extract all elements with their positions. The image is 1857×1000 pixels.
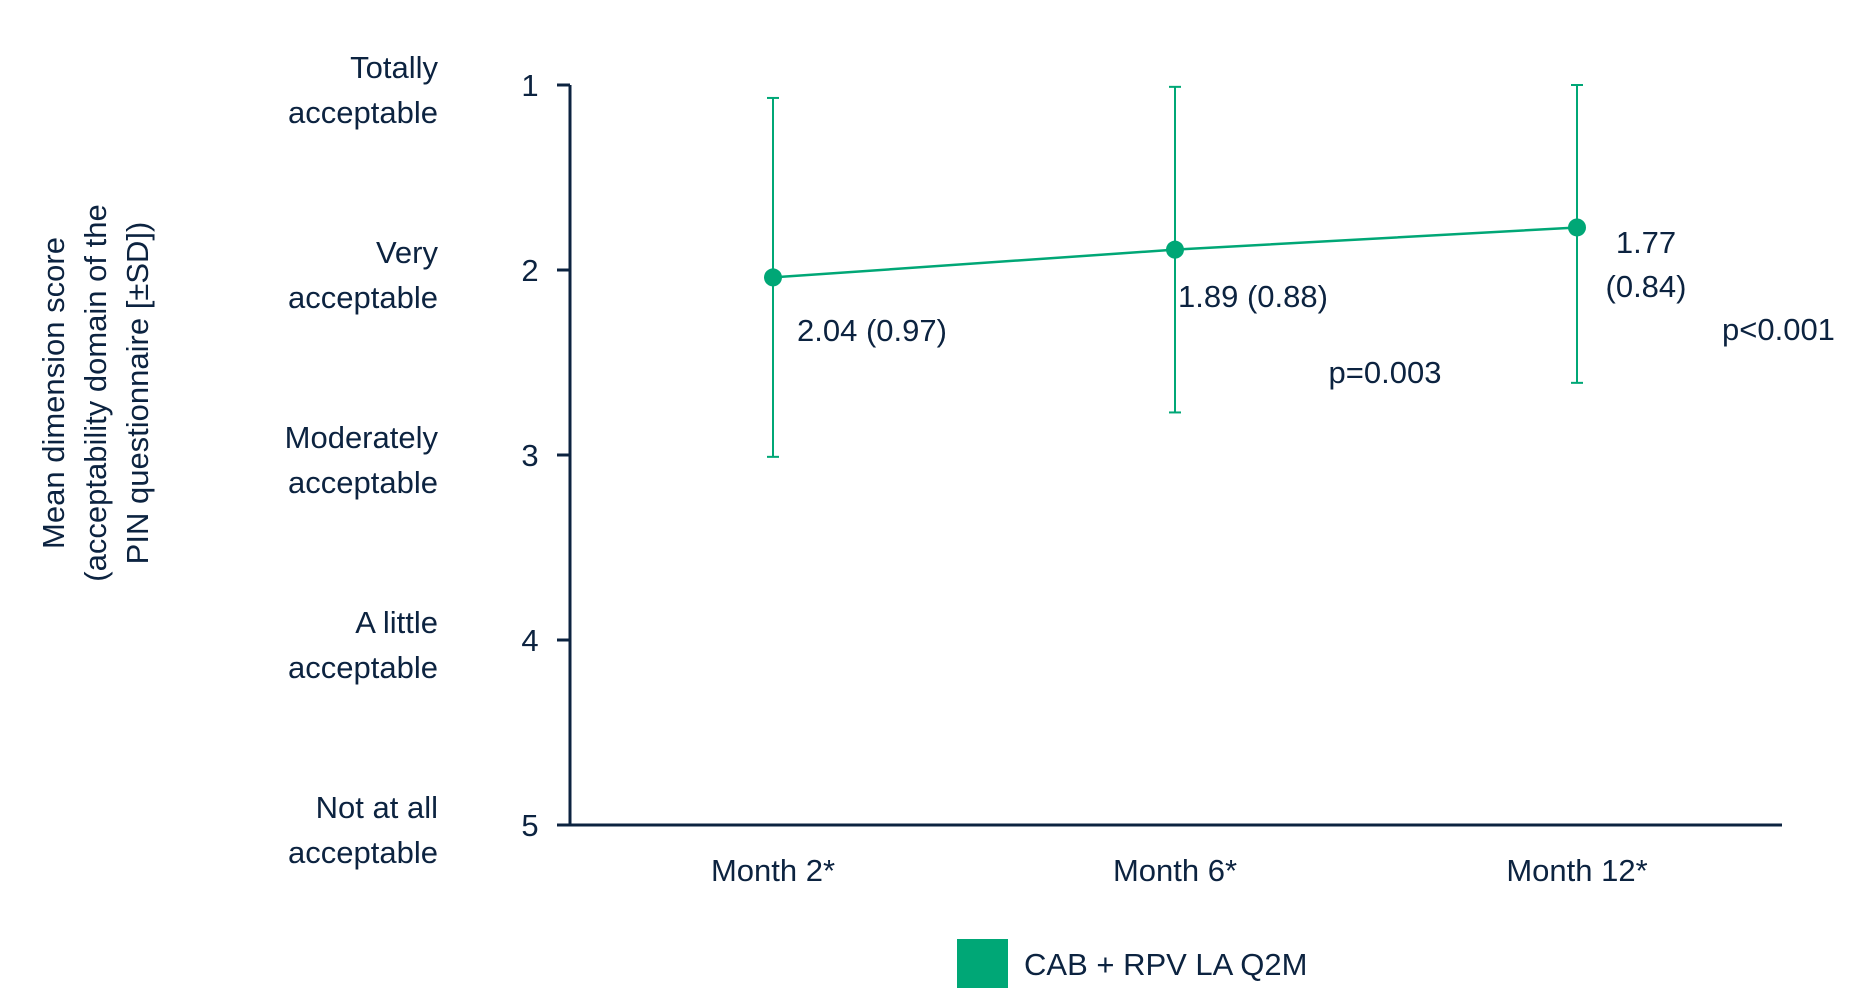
y-category-label-line1: Totally (350, 50, 438, 85)
data-label: 1.89 (0.88) (1178, 279, 1328, 314)
y-axis-title-line-1: Mean dimension score (36, 237, 71, 549)
data-point (1166, 240, 1184, 259)
y-category-label-line2: acceptable (288, 280, 438, 315)
x-tick-labels: Month 2* Month 6* Month 12* (711, 853, 1648, 888)
y-category-labels: Totally acceptable Very acceptable Moderatel… (285, 50, 439, 870)
y-category-label-line2: acceptable (288, 650, 438, 685)
y-tick-label: 3 (521, 438, 538, 473)
annotation-p-month6: p=0.003 (1329, 355, 1442, 390)
legend: CAB + RPV LA Q2M (957, 939, 1307, 988)
x-tick-label: Month 12* (1506, 853, 1647, 888)
data-labels: 2.04 (0.97) 1.89 (0.88) 1.77 (0.84) (797, 225, 1686, 348)
x-tick-label: Month 6* (1113, 853, 1237, 888)
annotation-p-month12: p<0.001 (1722, 312, 1835, 347)
y-ticks: 1 2 3 4 5 (521, 68, 570, 843)
y-axis-title-line-3: PIN questionnaire [±SD]) (120, 222, 155, 565)
y-category-label-line2: acceptable (288, 465, 438, 500)
data-label: (0.84) (1606, 269, 1687, 304)
y-category-label-line2: acceptable (288, 95, 438, 130)
y-tick-label: 5 (521, 808, 538, 843)
y-category-label-line1: Moderately (285, 420, 439, 455)
y-category-label-line2: acceptable (288, 835, 438, 870)
y-tick-label: 2 (521, 253, 538, 288)
error-bars (767, 84, 1583, 458)
data-point (764, 268, 782, 287)
y-category-label-line1: Very (376, 235, 439, 270)
y-axis-title-line-2: (acceptability domain of the (78, 204, 113, 581)
legend-label: CAB + RPV LA Q2M (1024, 947, 1307, 982)
y-tick-label: 1 (521, 68, 538, 103)
data-label: 2.04 (0.97) (797, 313, 947, 348)
y-tick-label: 4 (521, 623, 538, 658)
data-points (764, 218, 1586, 287)
y-category-label-line1: Not at all (316, 790, 438, 825)
y-category-label-line1: A little (355, 605, 438, 640)
y-axis-title: Mean dimension score (acceptability doma… (36, 204, 155, 581)
x-tick-label: Month 2* (711, 853, 835, 888)
data-label: 1.77 (1616, 225, 1676, 260)
data-point (1568, 218, 1586, 237)
legend-swatch (957, 939, 1008, 988)
